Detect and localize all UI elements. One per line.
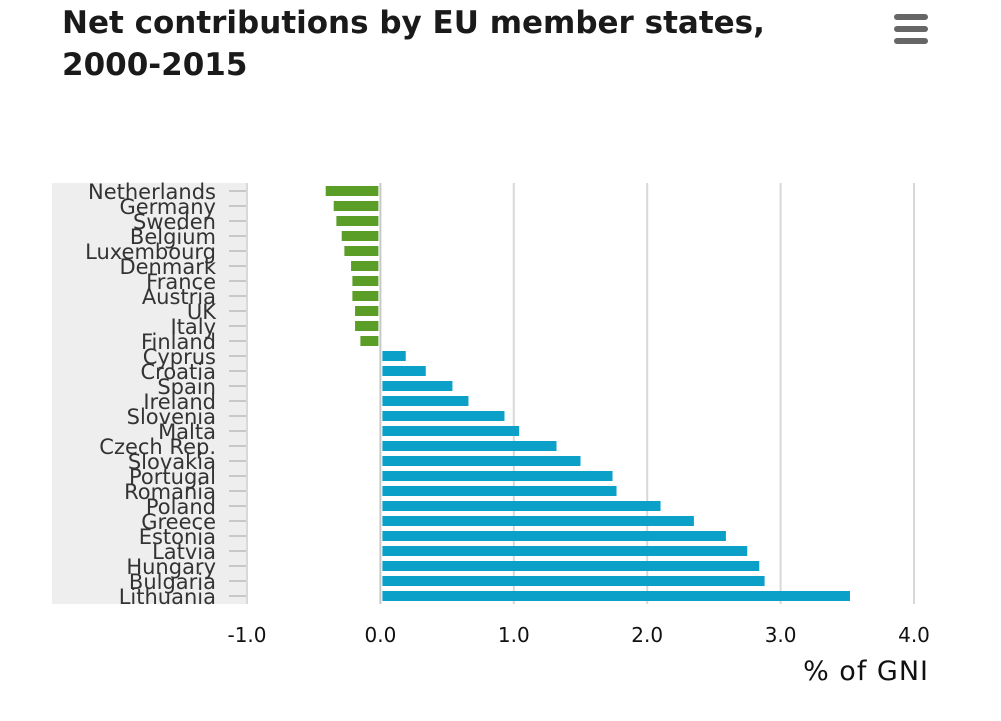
bar: [382, 366, 426, 376]
x-tick-label: 2.0: [631, 623, 663, 647]
category-label: France: [146, 270, 216, 294]
category-label: Greece: [141, 510, 216, 534]
category-label: Finland: [141, 330, 216, 354]
bar: [382, 441, 557, 451]
category-label: Croatia: [141, 360, 217, 384]
category-label: Latvia: [152, 540, 216, 564]
chart-title: Net contributions by EU member states, 2…: [62, 5, 765, 83]
bar: [382, 501, 661, 511]
category-label: Bulgaria: [129, 570, 216, 594]
x-axis-title: % of GNI: [803, 656, 929, 687]
bar: [352, 291, 379, 301]
bar: [382, 471, 613, 481]
x-tick-label: 4.0: [898, 623, 930, 647]
category-label: Slovenia: [127, 405, 216, 429]
category-label: Denmark: [119, 255, 216, 279]
category-label: Hungary: [126, 555, 216, 579]
bar: [325, 186, 379, 196]
menu-bar-line: [894, 26, 928, 32]
menu-bar-line: [894, 38, 928, 44]
category-label: Romania: [124, 480, 216, 504]
bar: [355, 321, 379, 331]
category-label: Estonia: [139, 525, 216, 549]
x-tick-label: 1.0: [498, 623, 530, 647]
category-label: Netherlands: [88, 180, 216, 204]
bar: [382, 426, 520, 436]
category-label: Poland: [146, 495, 216, 519]
menu-bar-line: [894, 14, 928, 20]
bar: [341, 231, 379, 241]
category-label: Sweden: [133, 210, 216, 234]
category-label: Italy: [170, 315, 216, 339]
category-label: Belgium: [130, 225, 216, 249]
category-label: Germany: [119, 195, 216, 219]
category-label: Malta: [158, 420, 216, 444]
category-label: Lithuania: [119, 585, 216, 609]
bar: [352, 276, 379, 286]
bar: [382, 516, 694, 526]
category-label: Portugal: [129, 465, 216, 489]
bar: [382, 546, 748, 556]
bar: [355, 306, 379, 316]
x-tick-label: -1.0: [227, 623, 266, 647]
hamburger-menu-icon[interactable]: [892, 14, 930, 44]
category-label: Luxembourg: [85, 240, 216, 264]
category-label: Austria: [142, 285, 216, 309]
category-label: Czech Rep.: [99, 435, 216, 459]
bar: [360, 336, 379, 346]
category-label: Spain: [157, 375, 216, 399]
bar: [382, 456, 581, 466]
bar: [333, 201, 379, 211]
bar: [382, 396, 469, 406]
category-label-band: [52, 183, 247, 604]
bar: [382, 561, 760, 571]
category-label: Slovakia: [128, 450, 216, 474]
bar: [382, 486, 617, 496]
bar: [382, 381, 453, 391]
bar: [382, 531, 726, 541]
bar: [382, 411, 505, 421]
category-label: Ireland: [143, 390, 216, 414]
bar: [344, 246, 379, 256]
category-label: UK: [187, 300, 217, 324]
bar: [336, 216, 379, 226]
x-tick-label: 3.0: [765, 623, 797, 647]
x-tick-label: 0.0: [364, 623, 396, 647]
bar: [351, 261, 379, 271]
category-label: Cyprus: [143, 345, 216, 369]
bar: [382, 351, 406, 361]
bar: [382, 591, 850, 601]
bar: [382, 576, 765, 586]
